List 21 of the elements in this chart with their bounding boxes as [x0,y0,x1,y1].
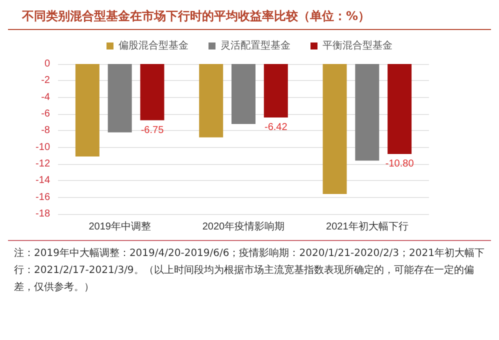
x-tick-label: 2019年中调整 [88,220,151,232]
data-label: -6.42 [264,122,288,133]
text: 注：2019年中大幅调整：2019/4/20-2019/6/6；疫情影响期：2020/1/21-2020/2/3；2021年初大幅下行：2021/2/17-2021/3/9。（以上时间段均为根据市场主流宽基指数表现所确定的，可能存在一定的偏差，仅供参考。） [8,240,491,300]
x-tick-label: 2021年初大幅下行 [326,220,408,232]
legend-label: 偏股混合型基金 [118,40,188,52]
data-label: -6.75 [140,124,164,136]
y-tick-label: -14 [36,175,50,186]
y-tick-label: -6 [41,108,50,120]
y-tick-label: -16 [36,192,50,203]
y-tick-label: 0 [44,58,50,70]
y-tick-label: -4 [41,92,50,103]
y-tick-label: -10 [36,142,50,153]
y-tick-label: -18 [36,208,50,220]
legend-label: 灵活配置型基金 [220,40,290,52]
chart-title: 不同类别混合型基金在市场下行时的平均收益率比较（单位：%） [8,0,491,30]
x-tick-label: 2020年疫情影响期 [202,220,285,232]
y-tick-label: -8 [41,125,50,136]
y-tick-label: -12 [36,158,50,170]
y-tick-label: -2 [41,75,50,86]
data-label: -10.80 [385,158,414,170]
legend-label: 平衡混合型基金 [322,40,392,52]
